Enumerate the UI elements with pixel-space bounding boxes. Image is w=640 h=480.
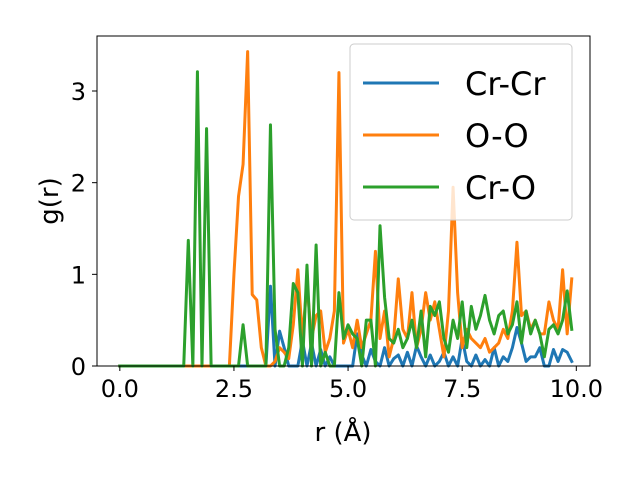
x-axis-ticks: 0.0 2.5 5.0 7.5 10.0 — [101, 366, 603, 403]
x-tick-label: 10.0 — [550, 375, 603, 403]
plot-area-frame — [96, 35, 591, 367]
y-axis-ticks: 0 1 2 3 — [71, 78, 97, 381]
legend: Cr-Cr O-O Cr-O — [349, 43, 573, 221]
x-axis-label: r (Å) — [314, 416, 371, 448]
x-tick-label: 0.0 — [101, 375, 139, 403]
legend-label-o-o: O-O — [465, 117, 529, 155]
x-tick-label: 7.5 — [443, 375, 481, 403]
legend-box — [349, 43, 573, 221]
y-tick-label: 2 — [71, 170, 86, 198]
series-line-cr-o — [118, 70, 574, 368]
y-tick-label: 1 — [71, 261, 86, 289]
y-axis-label: g(r) — [35, 177, 65, 224]
legend-label-cr-cr: Cr-Cr — [465, 65, 546, 103]
legend-label-cr-o: Cr-O — [465, 169, 536, 207]
x-tick-label: 5.0 — [329, 375, 367, 403]
y-tick-label: 0 — [71, 353, 86, 381]
y-tick-label: 3 — [71, 78, 86, 106]
x-tick-label: 2.5 — [215, 375, 253, 403]
